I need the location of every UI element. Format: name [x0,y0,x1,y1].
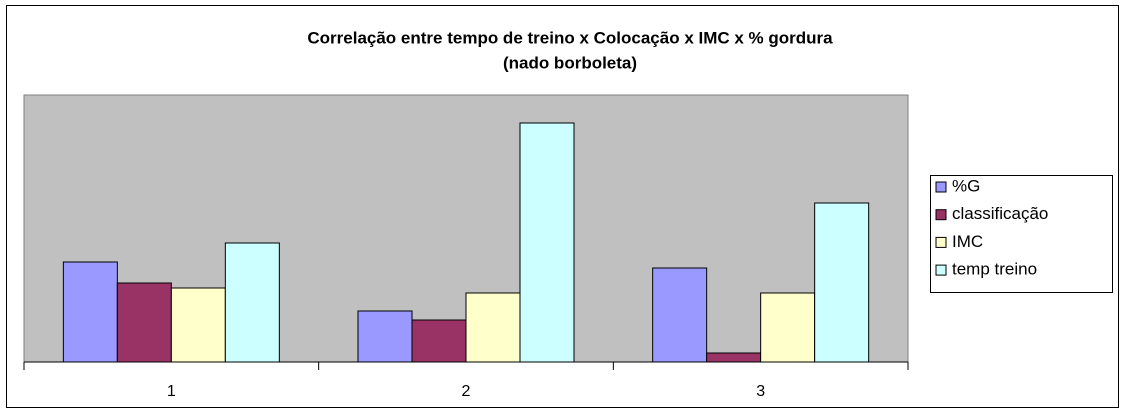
legend-label: IMC [952,232,983,251]
bar [62,261,118,363]
bar [411,319,467,363]
chart-title: Correlação entre tempo de treino x Coloc… [307,28,833,47]
legend-swatch [935,209,947,221]
bar [814,202,870,363]
bar [519,122,575,363]
legend-label: temp treino [952,260,1037,279]
legend-swatch [935,181,947,193]
bar [224,242,280,363]
x-tick-label: 3 [756,383,765,400]
bar [652,267,708,363]
legend-label: %G [952,176,980,195]
x-tick-label: 2 [462,383,471,400]
chart-title: (nado borboleta) [503,53,637,72]
legend-label: classificação [952,204,1048,223]
legend-swatch [935,264,947,276]
bar [706,352,762,363]
bar [116,282,172,363]
legend-swatch [935,236,947,248]
bar [357,310,413,363]
bar [760,292,816,363]
legend [930,175,1113,293]
x-tick-label: 1 [167,383,176,400]
bar [170,287,226,363]
bar [465,292,521,363]
